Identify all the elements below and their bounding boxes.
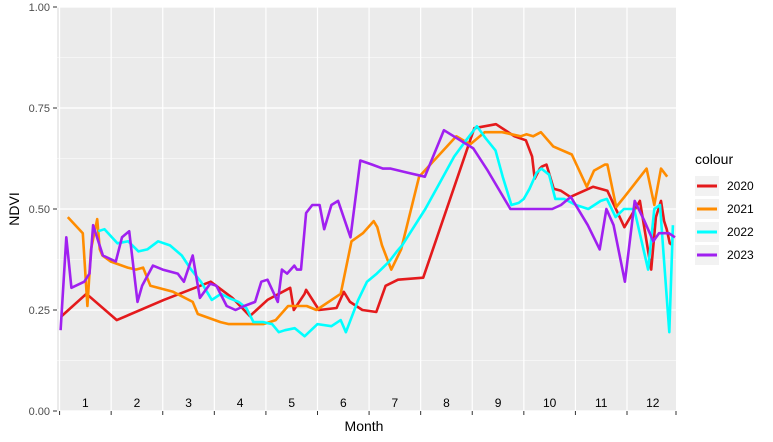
legend-label-2021: 2021 — [727, 202, 754, 216]
month-label: 12 — [646, 396, 660, 410]
month-labels: 1 2 3 4 5 6 7 8 9 10 11 12 — [82, 396, 660, 410]
series-line-2023 — [59, 128, 676, 331]
month-label: 6 — [340, 396, 347, 410]
month-label: 10 — [543, 396, 557, 410]
legend: colour 2020 2021 2022 2023 — [695, 151, 754, 265]
y-tick-label: 0.50 — [29, 204, 50, 216]
month-label: 1 — [82, 396, 89, 410]
y-tick-label: 0.00 — [29, 406, 50, 418]
series-lines — [59, 122, 676, 338]
month-label: 8 — [443, 396, 450, 410]
legend-label-2023: 2023 — [727, 248, 754, 262]
legend-label-2022: 2022 — [727, 225, 754, 239]
month-label: 7 — [392, 396, 399, 410]
month-label: 11 — [595, 396, 608, 410]
legend-title: colour — [695, 151, 733, 167]
series-line-2021 — [66, 130, 669, 326]
legend-label-2020: 2020 — [727, 179, 754, 193]
y-tick-label: 0.25 — [29, 305, 50, 317]
y-axis-title: NDVI — [6, 192, 22, 225]
x-axis — [59, 411, 677, 415]
x-axis-title: Month — [345, 418, 384, 434]
major-gridlines — [57, 6, 676, 412]
y-tick-label: 0.75 — [29, 103, 50, 115]
y-tick-label: 1.00 — [29, 2, 50, 14]
month-label: 5 — [288, 396, 295, 410]
month-label: 9 — [495, 396, 502, 410]
y-axis: 0.00 0.25 0.50 0.75 1.00 — [29, 2, 57, 418]
month-label: 2 — [134, 396, 141, 410]
month-label: 3 — [185, 396, 192, 410]
month-label: 4 — [237, 396, 244, 410]
series-line-2022 — [97, 124, 675, 338]
